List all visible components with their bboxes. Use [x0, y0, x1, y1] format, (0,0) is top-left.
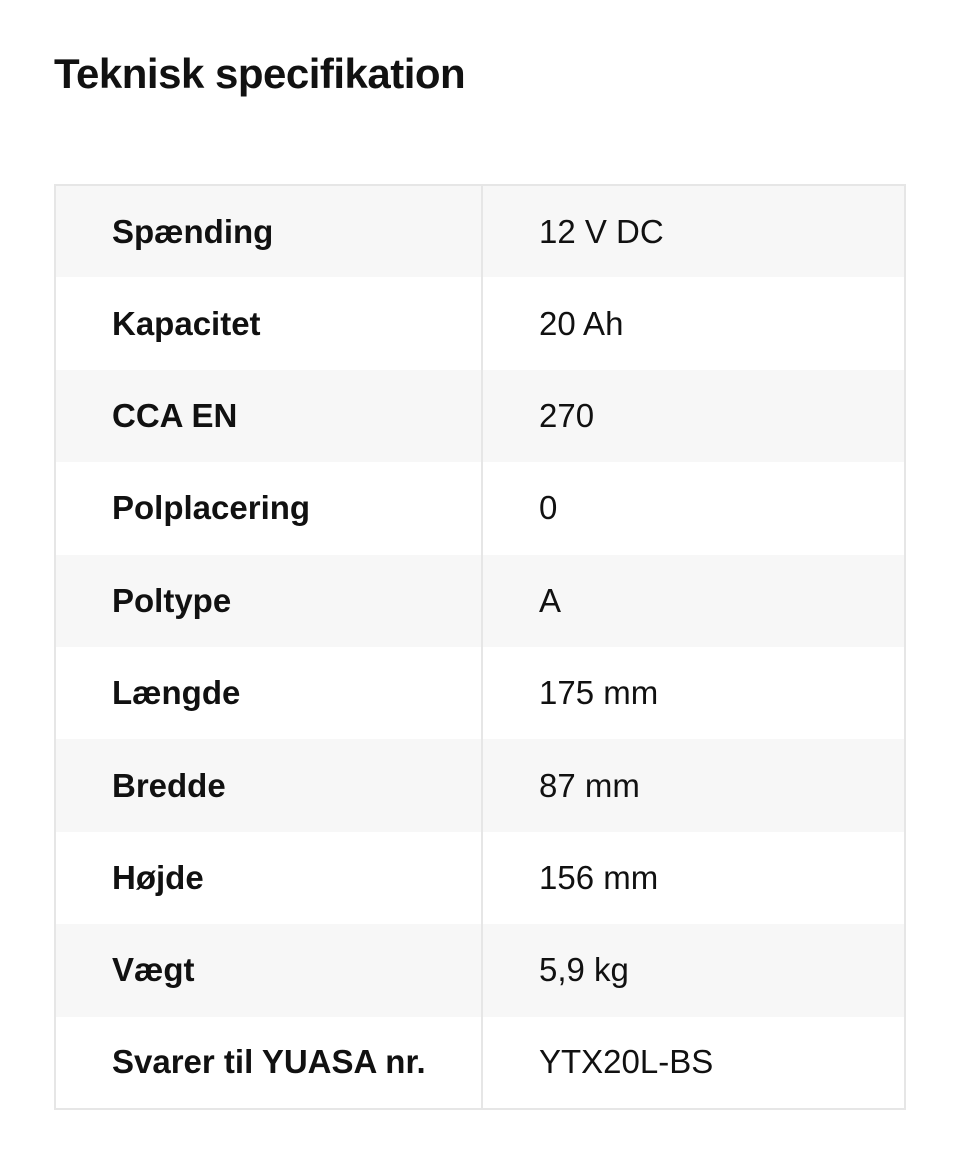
spec-label: Bredde: [55, 739, 483, 832]
spec-row: Vægt 5,9 kg: [55, 924, 905, 1017]
spec-value: 156 mm: [539, 858, 659, 896]
spec-row: Polplacering 0: [55, 462, 905, 555]
spec-value: 12 V DC: [539, 212, 664, 250]
spec-label: Polplacering: [55, 462, 483, 555]
spec-row: Længde 175 mm: [55, 646, 905, 740]
spec-value: A: [539, 581, 562, 619]
spec-row: Poltype A: [55, 554, 905, 647]
page-title: Teknisk specifikation: [54, 50, 466, 97]
spec-label: Svarer til YUASA nr.: [55, 1016, 483, 1109]
spec-row: Højde 156 mm: [55, 831, 905, 925]
spec-value: 0: [539, 489, 558, 527]
spec-value: 5,9 kg: [539, 951, 629, 989]
spec-value: 270: [539, 396, 595, 434]
spec-label: Spænding: [55, 185, 483, 278]
spec-row: Spænding 12 V DC: [55, 185, 905, 278]
spec-table: Spænding 12 V DC Kapacitet 20 Ah CCA EN 270 Po…: [54, 184, 906, 1110]
spec-row: CCA EN 270: [55, 369, 905, 463]
spec-label: Kapacitet: [55, 277, 483, 370]
spec-value: 20 Ah: [539, 304, 624, 342]
spec-label: Vægt: [55, 924, 483, 1017]
spec-value: 87 mm: [539, 766, 640, 804]
spec-label: CCA EN: [55, 369, 483, 463]
spec-value: YTX20L-BS: [539, 1043, 714, 1081]
spec-row: Bredde 87 mm: [55, 739, 905, 832]
spec-row: Svarer til YUASA nr. YTX20L-BS: [55, 1016, 905, 1109]
spec-value: 175 mm: [539, 674, 659, 712]
spec-label: Længde: [55, 646, 483, 740]
spec-label: Poltype: [55, 554, 483, 647]
spec-label: Højde: [55, 831, 483, 925]
spec-row: Kapacitet 20 Ah: [55, 277, 905, 370]
